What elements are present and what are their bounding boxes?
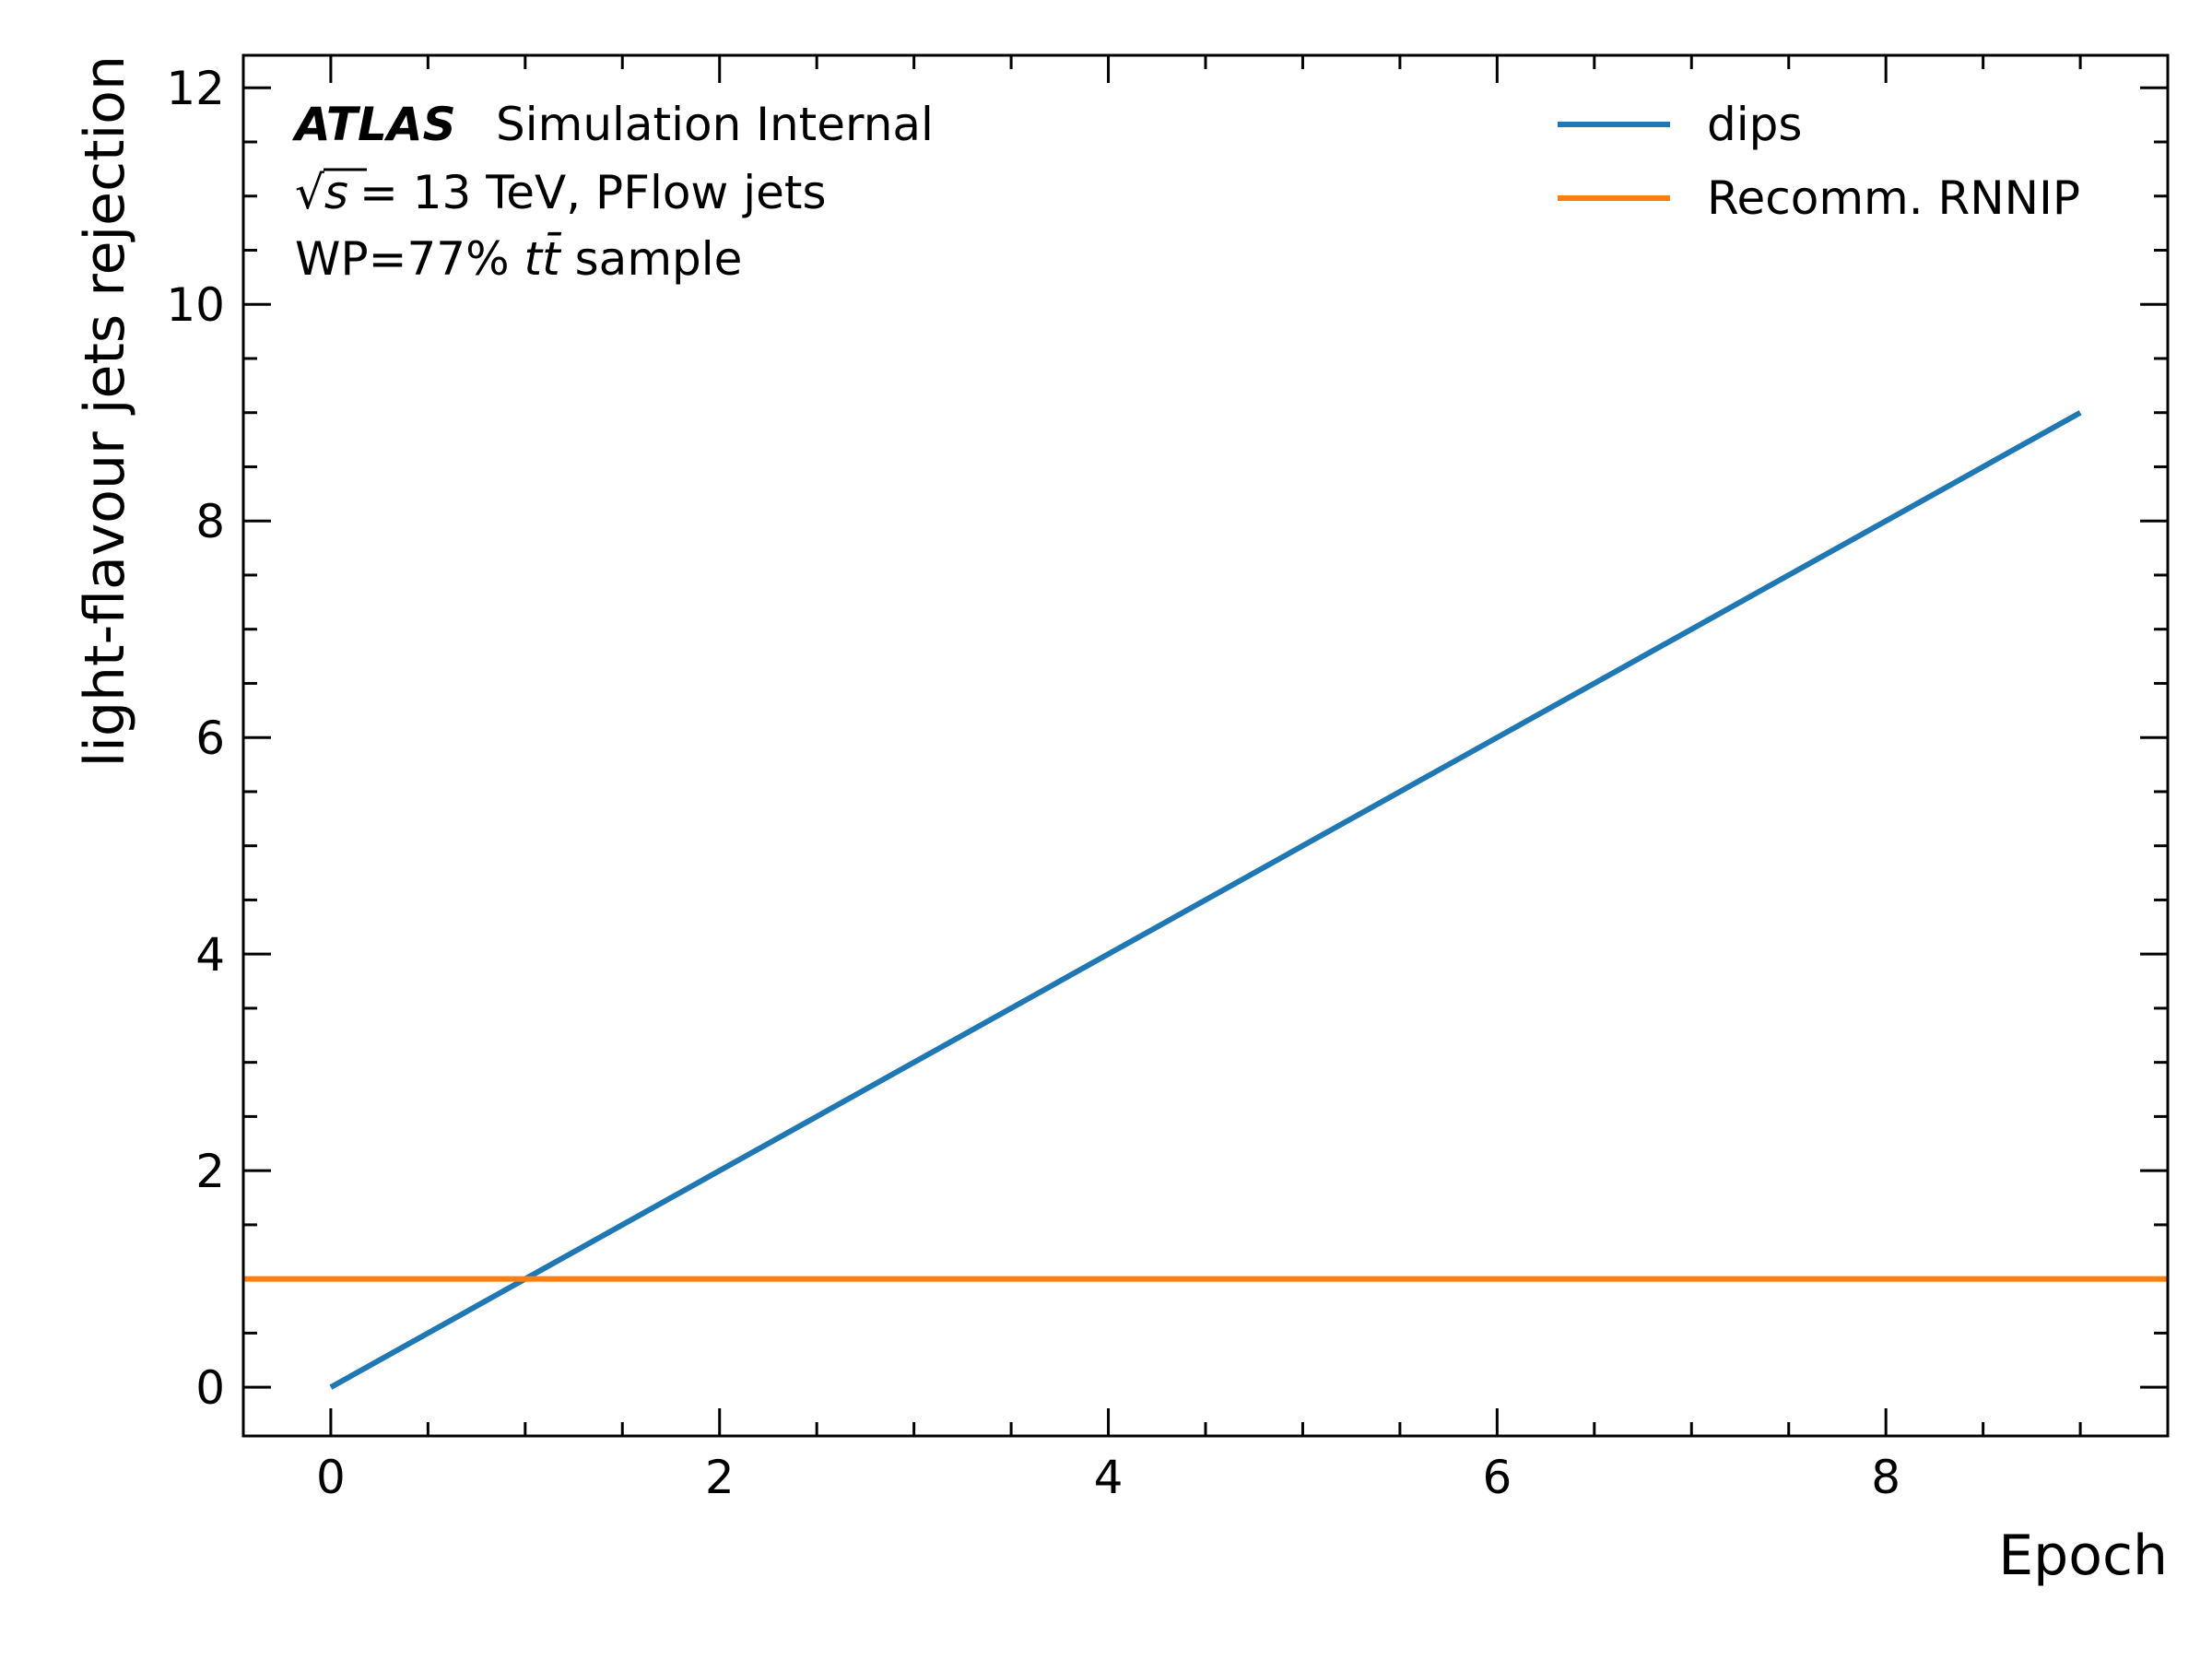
axis-ticks xyxy=(243,55,2168,1436)
y-axis-label: light-flavour jets rejection xyxy=(73,55,137,767)
atlas-status: Simulation Internal xyxy=(496,98,934,151)
series-lines xyxy=(243,410,2168,1390)
y-tick-label: 0 xyxy=(195,1361,225,1415)
sqrt-symbol: √ xyxy=(295,166,324,219)
y-tick-label: 12 xyxy=(166,62,225,115)
y-tick-label: 2 xyxy=(195,1145,225,1198)
energy-text: = 13 TeV, PFlow jets xyxy=(359,166,827,219)
x-tick-label: 2 xyxy=(705,1451,735,1504)
sqrt-variable: s xyxy=(324,166,348,219)
sample-line: WP=77% tt̄ sample xyxy=(295,231,742,286)
y-tick-label: 6 xyxy=(195,712,225,765)
legend-label-rnnip: Recomm. RNNIP xyxy=(1707,171,2080,225)
sample-tbar: t̄ xyxy=(542,231,562,286)
x-tick-label: 0 xyxy=(316,1451,346,1504)
sample-t: t xyxy=(524,232,545,286)
atlas-brand: ATLAS xyxy=(291,98,456,151)
plot-frame xyxy=(241,53,2170,1438)
x-axis-label: Epoch xyxy=(1998,1524,2168,1588)
svg-text:ATLAS: ATLAS xyxy=(291,98,456,151)
legend: dips Recomm. RNNIP xyxy=(1558,98,2080,225)
sample-suffix: sample xyxy=(560,232,743,286)
x-tick-label: 6 xyxy=(1482,1451,1512,1504)
legend-label-dips: dips xyxy=(1707,98,1802,151)
x-tick-label: 4 xyxy=(1094,1451,1124,1504)
atlas-annotation: ATLAS Simulation Internal √s = 13 TeV, PF… xyxy=(291,98,934,286)
series-line-dips xyxy=(329,410,2082,1390)
wp-text: WP=77% xyxy=(295,232,524,286)
y-tick-label: 10 xyxy=(166,278,225,332)
y-tick-label: 4 xyxy=(195,928,225,982)
x-tick-label: 8 xyxy=(1871,1451,1900,1504)
energy-line: √s = 13 TeV, PFlow jets xyxy=(295,166,827,219)
tick-labels: 0 2 4 6 8 0 2 4 6 8 10 12 xyxy=(166,62,1900,1504)
y-tick-label: 8 xyxy=(195,495,225,548)
